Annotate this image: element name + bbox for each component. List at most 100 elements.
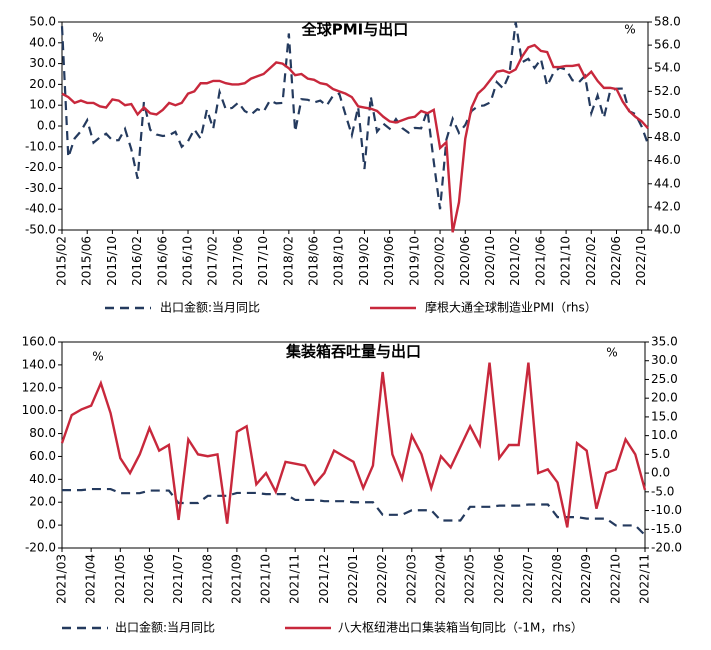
y2-tick-label: 15.0 — [651, 409, 678, 423]
y-tick-label: 40.0 — [29, 472, 56, 486]
y2-tick-label: 30.0 — [651, 353, 678, 367]
x-tick-label: 2021/10 — [559, 236, 573, 286]
y2-tick-label: 20.0 — [651, 391, 678, 405]
y2-tick-label: 40.0 — [654, 223, 681, 237]
x-tick-label: 2018/10 — [332, 236, 346, 286]
y-tick-label: 40.0 — [29, 35, 56, 49]
x-tick-label: 2021/07 — [171, 554, 185, 604]
x-tick-label: 2022/09 — [579, 554, 593, 604]
x-tick-label: 2016/10 — [181, 236, 195, 286]
x-tick-label: 2022/02 — [375, 554, 389, 604]
legend-label: 出口金额:当月同比 — [115, 620, 215, 635]
y2-tick-label: -5.0 — [651, 484, 674, 498]
x-tick-label: 2019/02 — [357, 236, 371, 286]
x-tick-label: 2020/10 — [483, 236, 497, 286]
series-line — [62, 487, 646, 536]
x-tick-label: 2021/06 — [142, 554, 156, 604]
x-tick-label: 2015/10 — [105, 236, 119, 286]
x-tick-label: 2016/02 — [130, 236, 144, 286]
x-tick-label: 2022/02 — [584, 236, 598, 286]
y-tick-label: 100.0 — [22, 403, 56, 417]
y2-tick-label: -20.0 — [651, 541, 682, 555]
x-tick-label: 2018/02 — [281, 236, 295, 286]
x-tick-label: 2021/05 — [113, 554, 127, 604]
x-tick-label: 2022/06 — [492, 554, 506, 604]
y-tick-label: -50.0 — [25, 223, 56, 237]
x-tick-label: 2021/12 — [317, 554, 331, 604]
x-tick-label: 2022/11 — [638, 554, 652, 604]
x-tick-label: 2020/02 — [433, 236, 447, 286]
y-tick-label: 20.0 — [29, 495, 56, 509]
y-tick-label: -30.0 — [25, 181, 56, 195]
legend-label: 摩根大通全球制造业PMI（rhs） — [425, 300, 597, 315]
y-tick-label: 0.0 — [37, 119, 56, 133]
x-tick-label: 2019/10 — [407, 236, 421, 286]
y-tick-label: 140.0 — [22, 357, 56, 371]
x-tick-label: 2019/06 — [382, 236, 396, 286]
y2-tick-label: 52.0 — [654, 84, 681, 98]
y-tick-label: 160.0 — [22, 335, 56, 349]
y2-tick-label: 56.0 — [654, 38, 681, 52]
y2-tick-label: -10.0 — [651, 503, 682, 517]
x-tick-label: 2022/08 — [550, 554, 564, 604]
legend-label: 出口金额:当月同比 — [160, 300, 260, 315]
x-tick-label: 2020/06 — [458, 236, 472, 286]
x-tick-label: 2021/06 — [533, 236, 547, 286]
x-tick-label: 2021/08 — [200, 554, 214, 604]
y-tick-label: 50.0 — [29, 15, 56, 29]
legend-label: 八大枢纽港出口集装箱当旬同比（-1M，rhs） — [338, 620, 583, 635]
x-tick-label: 2022/10 — [634, 236, 648, 286]
y-tick-label: 80.0 — [29, 426, 56, 440]
y2-tick-label: 35.0 — [651, 335, 678, 349]
x-tick-label: 2021/03 — [55, 554, 69, 604]
x-tick-label: 2021/04 — [84, 554, 98, 604]
y-tick-label: 60.0 — [29, 449, 56, 463]
series-line — [60, 21, 650, 210]
x-tick-label: 2015/06 — [80, 236, 94, 286]
x-tick-label: 2021/09 — [229, 554, 243, 604]
y2-tick-label: 25.0 — [651, 372, 678, 386]
y2-tick-label: 10.0 — [651, 428, 678, 442]
x-tick-label: 2022/05 — [463, 554, 477, 604]
x-tick-label: 2022/03 — [404, 554, 418, 604]
series-line — [61, 43, 649, 233]
y-tick-label: 120.0 — [22, 380, 56, 394]
x-tick-label: 2022/06 — [609, 236, 623, 286]
chart-title: 集装箱吞吐量与出口 — [285, 343, 421, 361]
y2-tick-label: -15.0 — [651, 522, 682, 536]
x-tick-label: 2022/10 — [608, 554, 622, 604]
y-tick-label: 30.0 — [29, 56, 56, 70]
y2-tick-label: 58.0 — [654, 15, 681, 29]
x-tick-label: 2015/02 — [55, 236, 69, 286]
x-tick-label: 2022/07 — [521, 554, 535, 604]
unit-label: % — [92, 350, 103, 364]
y-tick-label: 0.0 — [37, 518, 56, 532]
unit-label: % — [624, 23, 635, 37]
y-tick-label: 10.0 — [29, 98, 56, 112]
x-tick-label: 2017/06 — [231, 236, 245, 286]
x-tick-label: 2017/02 — [206, 236, 220, 286]
series-line — [60, 362, 647, 528]
x-tick-label: 2021/10 — [259, 554, 273, 604]
chart-title: 全球PMI与出口 — [301, 21, 409, 39]
y2-tick-label: 5.0 — [651, 447, 670, 461]
x-tick-label: 2017/10 — [256, 236, 270, 286]
y-tick-label: -20.0 — [25, 541, 56, 555]
x-tick-label: 2016/06 — [155, 236, 169, 286]
y-tick-label: -20.0 — [25, 160, 56, 174]
x-tick-label: 2018/06 — [307, 236, 321, 286]
y2-tick-label: 42.0 — [654, 199, 681, 213]
x-tick-label: 2021/11 — [288, 554, 302, 604]
x-tick-label: 2021/02 — [508, 236, 522, 286]
unit-label: % — [92, 31, 103, 45]
y2-tick-label: 48.0 — [654, 130, 681, 144]
y-tick-label: -10.0 — [25, 139, 56, 153]
y2-tick-label: 46.0 — [654, 153, 681, 167]
y-tick-label: 20.0 — [29, 77, 56, 91]
x-tick-label: 2022/01 — [346, 554, 360, 604]
y2-tick-label: 50.0 — [654, 107, 681, 121]
y2-tick-label: 54.0 — [654, 61, 681, 75]
x-tick-label: 2022/04 — [433, 554, 447, 604]
y2-tick-label: 0.0 — [651, 466, 670, 480]
